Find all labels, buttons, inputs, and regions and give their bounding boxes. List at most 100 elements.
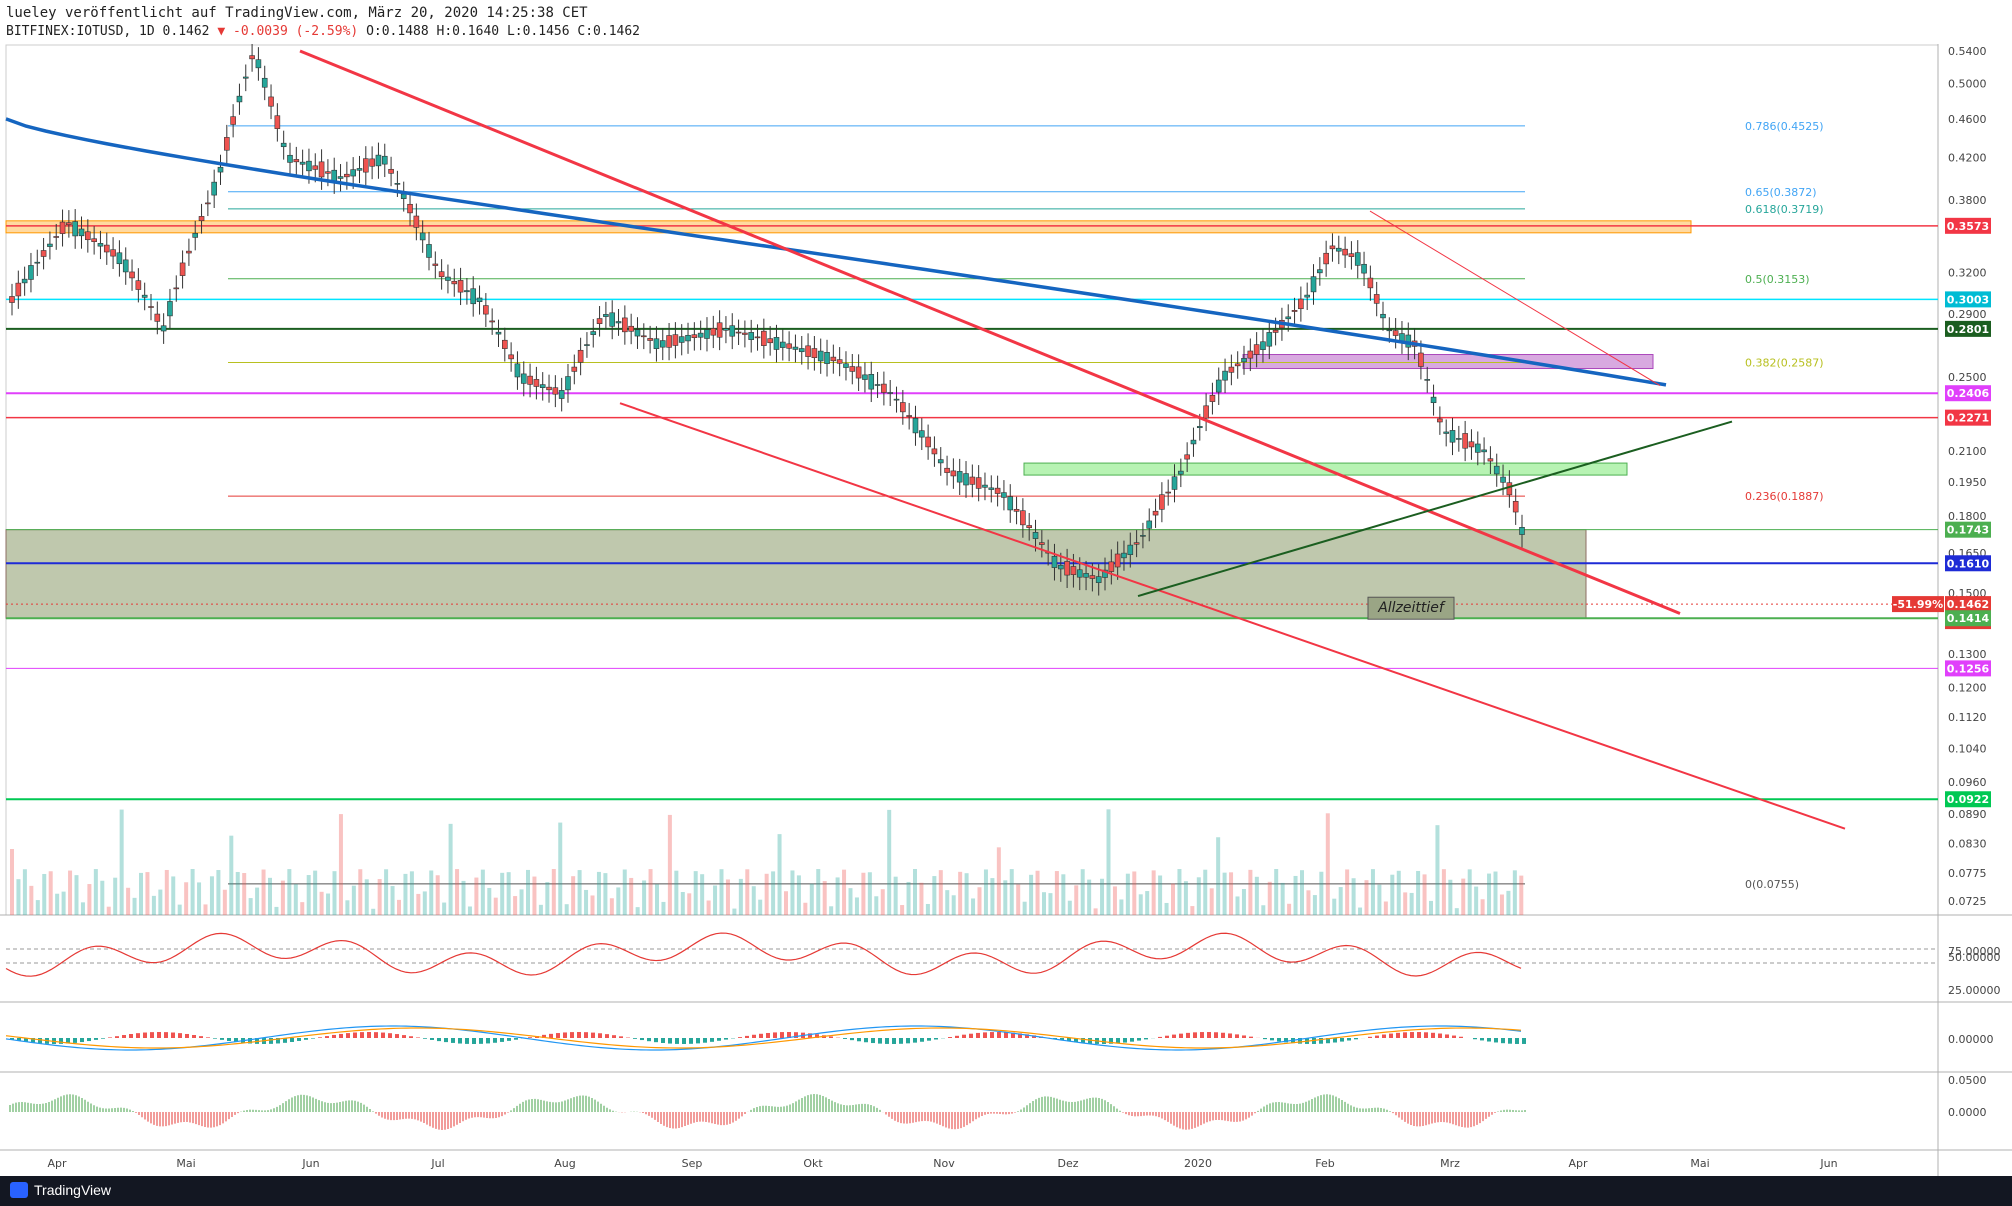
rsi-line (5, 932, 1522, 977)
macd-bar (1333, 1038, 1337, 1043)
volume-bar (242, 873, 247, 915)
candle-body (148, 306, 154, 308)
candle-body (1317, 269, 1323, 274)
candle-body (666, 335, 672, 348)
price-tick: 0.0890 (1948, 808, 1987, 821)
osc-histogram (9, 1094, 1526, 1130)
volume-bar (758, 899, 763, 915)
macd-bar (1270, 1038, 1274, 1041)
volume-bar (1074, 885, 1079, 915)
macd-bar (745, 1035, 749, 1038)
candle-body (1083, 573, 1089, 578)
candle-body (1247, 350, 1254, 359)
macd-bar (1004, 1032, 1008, 1038)
candle-body (15, 282, 22, 297)
candle-body (350, 169, 356, 177)
macd-bar (773, 1032, 777, 1038)
rsi-tick: 50.00000 (1948, 951, 2001, 964)
candle-body (1474, 443, 1481, 453)
candle-body (843, 363, 849, 368)
volume-bar (867, 872, 872, 915)
time-tick: Dez (1057, 1157, 1078, 1170)
volume-bar (1119, 899, 1124, 915)
macd-bar (416, 1037, 420, 1038)
candle-body (1291, 310, 1298, 312)
candle-body (40, 250, 47, 257)
volume-bar (1022, 901, 1027, 915)
price-tag: 0.1743 (1945, 521, 1991, 538)
symbol-label[interactable]: BITFINEX:IOTUSD, 1D (6, 24, 155, 39)
candle-body (1348, 253, 1355, 257)
volume-bar (1325, 813, 1330, 915)
volume-bar (1216, 837, 1221, 915)
candle-body (1203, 405, 1209, 419)
macd-bar (1123, 1038, 1127, 1043)
volume-bar (1454, 908, 1459, 915)
macd-bar (962, 1034, 966, 1038)
price-tag-label: 0.1743 (1947, 524, 1989, 537)
candle-body (603, 314, 609, 317)
candle-body (1272, 329, 1279, 333)
volume-bar (1416, 870, 1421, 915)
macd-bar (171, 1032, 175, 1038)
macd-bar (17, 1038, 21, 1041)
volume-bar (983, 869, 988, 915)
volume-bar (1448, 879, 1453, 915)
volume-bar (1151, 870, 1156, 915)
macd-bar (402, 1035, 406, 1038)
candle-body (1418, 352, 1424, 367)
candle-body (198, 216, 205, 222)
candle-body (91, 238, 97, 242)
macd-bar (1389, 1033, 1393, 1038)
candle-body (584, 344, 590, 346)
volume-bar (1029, 874, 1034, 915)
price-tag-label: 0.1414 (1947, 612, 1990, 625)
volume-bar (648, 869, 653, 915)
candle-body (1121, 552, 1127, 559)
candle-body (533, 379, 540, 387)
candle-body (887, 392, 894, 394)
candle-body (1159, 494, 1165, 510)
volume-bar (61, 891, 66, 915)
volume-bar (1267, 881, 1272, 915)
ohlc-values: O:0.1488 H:0.1640 L:0.1456 C:0.1462 (366, 24, 640, 39)
macd-bar (766, 1032, 770, 1038)
candle-body (1437, 418, 1443, 423)
volume-bar (880, 889, 885, 915)
macd-bar (675, 1038, 679, 1044)
macd-bar (997, 1032, 1001, 1038)
candle-body (1304, 294, 1310, 298)
candle-body (1089, 575, 1096, 579)
candle-body (1039, 542, 1045, 545)
volume-bar (1248, 869, 1253, 915)
tradingview-logo[interactable]: TradingView (10, 1182, 111, 1198)
candle-body (1234, 363, 1241, 367)
volume-bar (958, 871, 963, 915)
chart-canvas[interactable]: 0.786(0.4525) 0.65(0.3872) 0.618(0.3719) 0.… (0, 44, 2012, 1176)
candle-body (1430, 396, 1437, 404)
volume-bar (139, 872, 143, 915)
time-tick: 2020 (1184, 1157, 1212, 1170)
candle-body (1114, 553, 1121, 568)
candle-body (786, 343, 792, 349)
volume-bar (80, 902, 85, 915)
macd-bar (913, 1038, 917, 1043)
macd-bar (1242, 1035, 1246, 1038)
price-tick: 0.4200 (1948, 151, 1987, 164)
price-tag-bg (1945, 521, 1991, 538)
macd-bar (465, 1038, 469, 1044)
candle-body (1323, 252, 1329, 265)
candle-body (400, 193, 407, 200)
candle-body (697, 332, 704, 338)
candle-body (394, 183, 401, 185)
candle-body (1456, 438, 1462, 440)
candle-body (1108, 561, 1115, 572)
candle-body (268, 96, 274, 107)
macd-bar (507, 1038, 511, 1041)
candle-body (988, 487, 995, 490)
macd-bar (1011, 1032, 1015, 1038)
macd-bar (1382, 1034, 1386, 1038)
volume-bar (216, 870, 221, 915)
rsi-tick: 25.00000 (1948, 984, 2001, 997)
candle-body (375, 154, 382, 167)
